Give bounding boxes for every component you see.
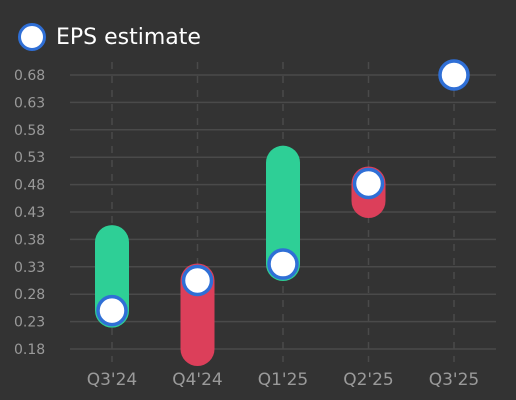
- y-tick-label: 0.28: [14, 287, 45, 303]
- eps-estimate-marker: [352, 167, 385, 200]
- y-tick-label: 0.43: [14, 205, 45, 221]
- eps-estimate-markers: [96, 59, 470, 327]
- y-tick-label: 0.48: [14, 178, 45, 194]
- y-tick-label: 0.68: [14, 68, 45, 84]
- eps-range-bars: [95, 145, 386, 366]
- eps-estimate-marker: [438, 59, 470, 91]
- x-tick-label: Q2'25: [343, 370, 394, 390]
- x-axis-ticks: Q3'24 Q4'24 Q1'25 Q2'25 Q3'25: [87, 370, 480, 390]
- eps-estimate-marker: [96, 294, 128, 327]
- y-tick-label: 0.63: [14, 95, 45, 111]
- y-tick-label: 0.53: [14, 150, 45, 166]
- y-tick-label: 0.18: [14, 342, 45, 358]
- eps-estimate-marker: [181, 264, 214, 297]
- circle-marker-icon: [18, 23, 46, 51]
- legend-label: EPS estimate: [56, 24, 201, 50]
- y-tick-label: 0.23: [14, 315, 45, 331]
- y-tick-label: 0.33: [14, 260, 45, 276]
- legend: EPS estimate: [18, 20, 201, 54]
- y-tick-label: 0.38: [14, 232, 45, 248]
- eps-estimate-marker: [267, 248, 299, 280]
- x-tick-label: Q1'25: [258, 370, 309, 390]
- x-tick-label: Q3'25: [429, 370, 480, 390]
- eps-range-bar: [266, 145, 300, 282]
- y-tick-label: 0.58: [14, 123, 45, 139]
- x-tick-label: Q4'24: [172, 370, 223, 390]
- x-tick-label: Q3'24: [87, 370, 138, 390]
- y-axis-ticks: 0.18 0.23 0.28 0.33 0.38 0.43 0.48 0.53 0.58 0.63…: [14, 68, 45, 358]
